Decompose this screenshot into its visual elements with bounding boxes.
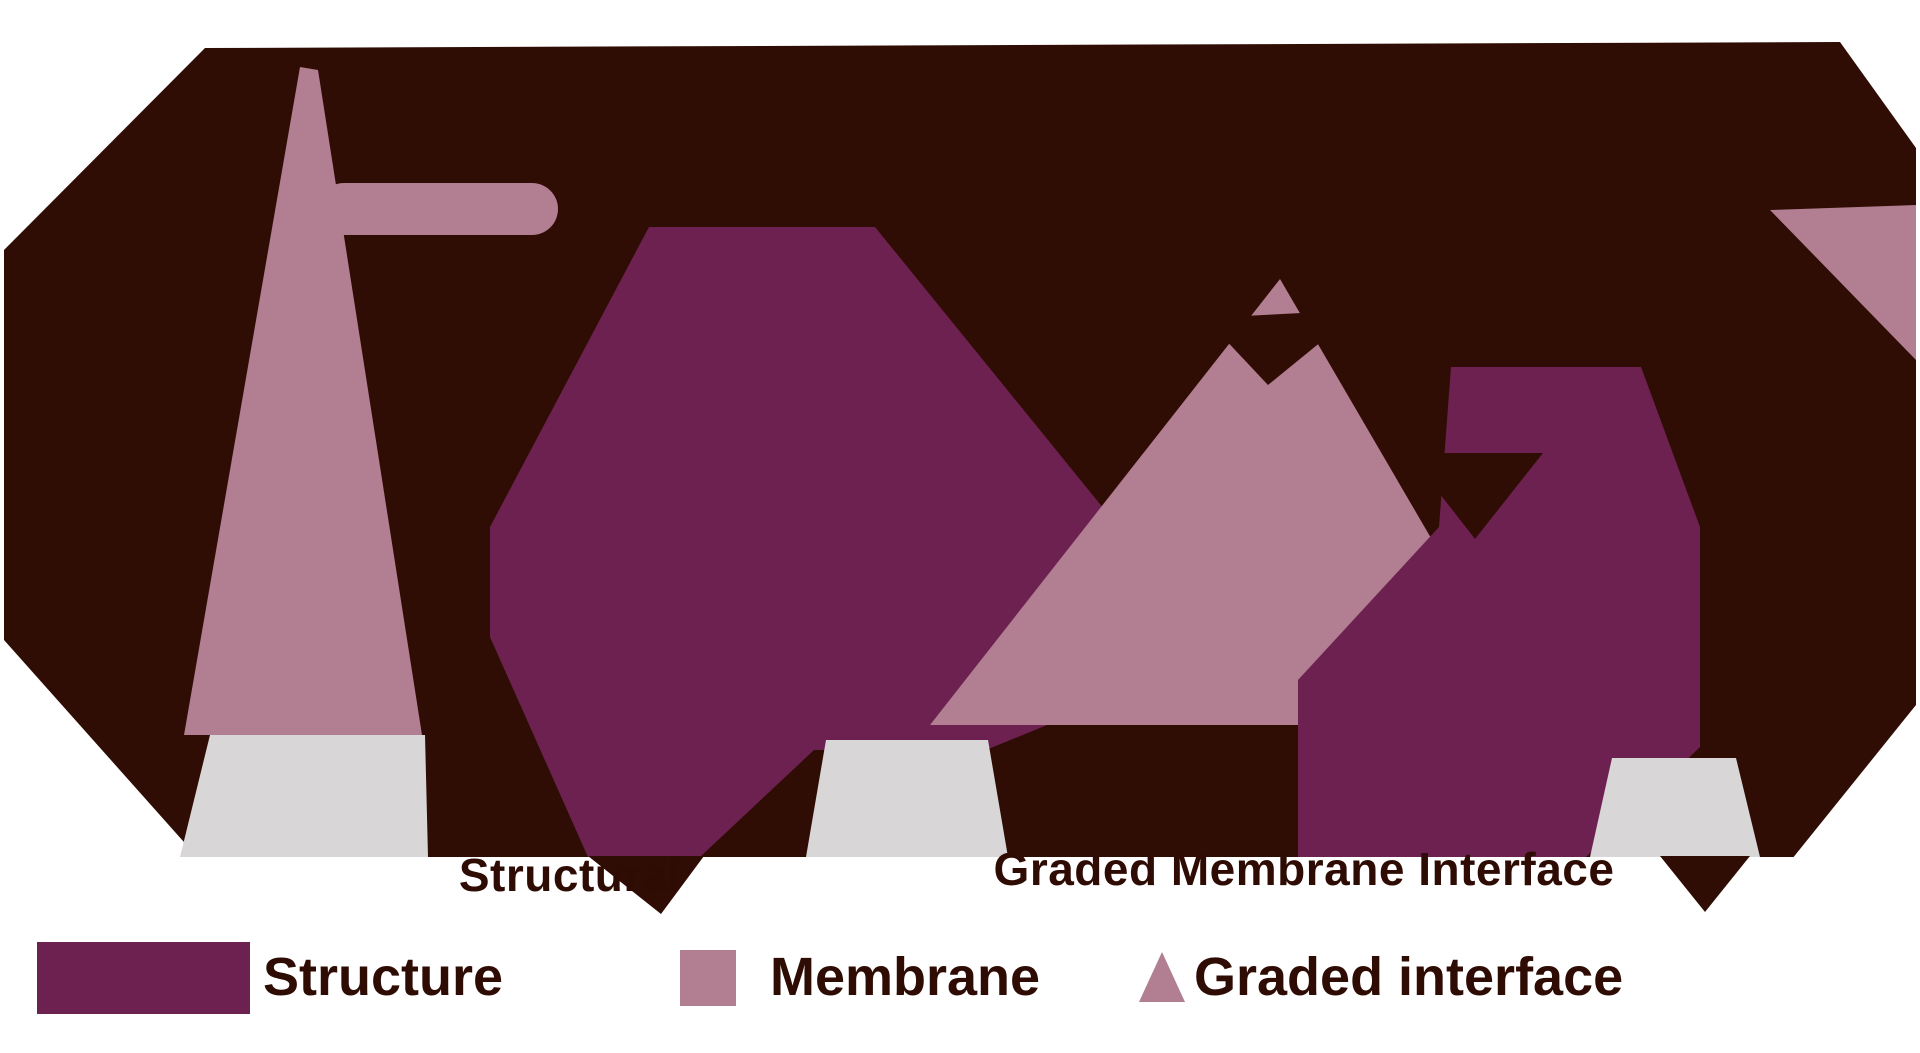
region-label-membrane: Graded Membrane Interface — [993, 843, 1615, 895]
legend-swatch-structure-rect — [37, 942, 250, 1014]
dark-dip-left — [588, 856, 704, 914]
right-notch-shape — [1408, 453, 1543, 539]
legend-swatch-membrane — [680, 950, 736, 1006]
region-label-structural: Structural — [458, 849, 682, 901]
legend-label-membrane: Membrane — [770, 947, 1041, 1007]
top-right-wedge-shape — [1770, 205, 1916, 360]
triangle-notch-shape — [1205, 310, 1360, 385]
legend-swatch-membrane-rect — [680, 950, 736, 1006]
left-spike-shape — [184, 67, 422, 735]
lower-white-band — [0, 857, 1920, 1053]
right-wine-shape — [1298, 367, 1700, 857]
horizontal-bar-shape — [318, 183, 558, 235]
gray-band-left — [180, 735, 428, 857]
legend-label-structure: Structure — [263, 947, 504, 1007]
legend-swatch-structure — [37, 942, 250, 1014]
gray-band-middle — [806, 740, 1008, 857]
legend-swatch-graded-interface — [1139, 952, 1185, 1002]
legend-label-graded-interface: Graded interface — [1194, 947, 1624, 1007]
legend-row: Structure Membrane Graded interface — [37, 938, 1837, 1018]
gray-band-right — [1590, 758, 1760, 857]
dark-dip-right — [1660, 856, 1750, 912]
legend-swatch-graded-interface-triangle — [1139, 952, 1185, 1002]
